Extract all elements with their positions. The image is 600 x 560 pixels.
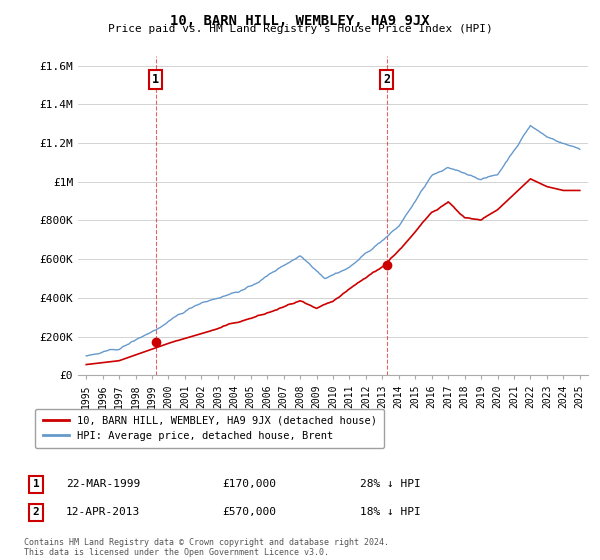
Legend: 10, BARN HILL, WEMBLEY, HA9 9JX (detached house), HPI: Average price, detached h: 10, BARN HILL, WEMBLEY, HA9 9JX (detache… [35,408,384,449]
Text: 1: 1 [152,73,159,86]
Text: 12-APR-2013: 12-APR-2013 [66,507,140,517]
Text: £570,000: £570,000 [222,507,276,517]
Text: 10, BARN HILL, WEMBLEY, HA9 9JX: 10, BARN HILL, WEMBLEY, HA9 9JX [170,14,430,28]
Text: £170,000: £170,000 [222,479,276,489]
Text: 2: 2 [32,507,40,517]
Text: Price paid vs. HM Land Registry's House Price Index (HPI): Price paid vs. HM Land Registry's House … [107,24,493,34]
Text: 2: 2 [383,73,391,86]
Text: 22-MAR-1999: 22-MAR-1999 [66,479,140,489]
Text: 28% ↓ HPI: 28% ↓ HPI [360,479,421,489]
Text: 18% ↓ HPI: 18% ↓ HPI [360,507,421,517]
Text: 1: 1 [32,479,40,489]
Text: Contains HM Land Registry data © Crown copyright and database right 2024.
This d: Contains HM Land Registry data © Crown c… [24,538,389,557]
